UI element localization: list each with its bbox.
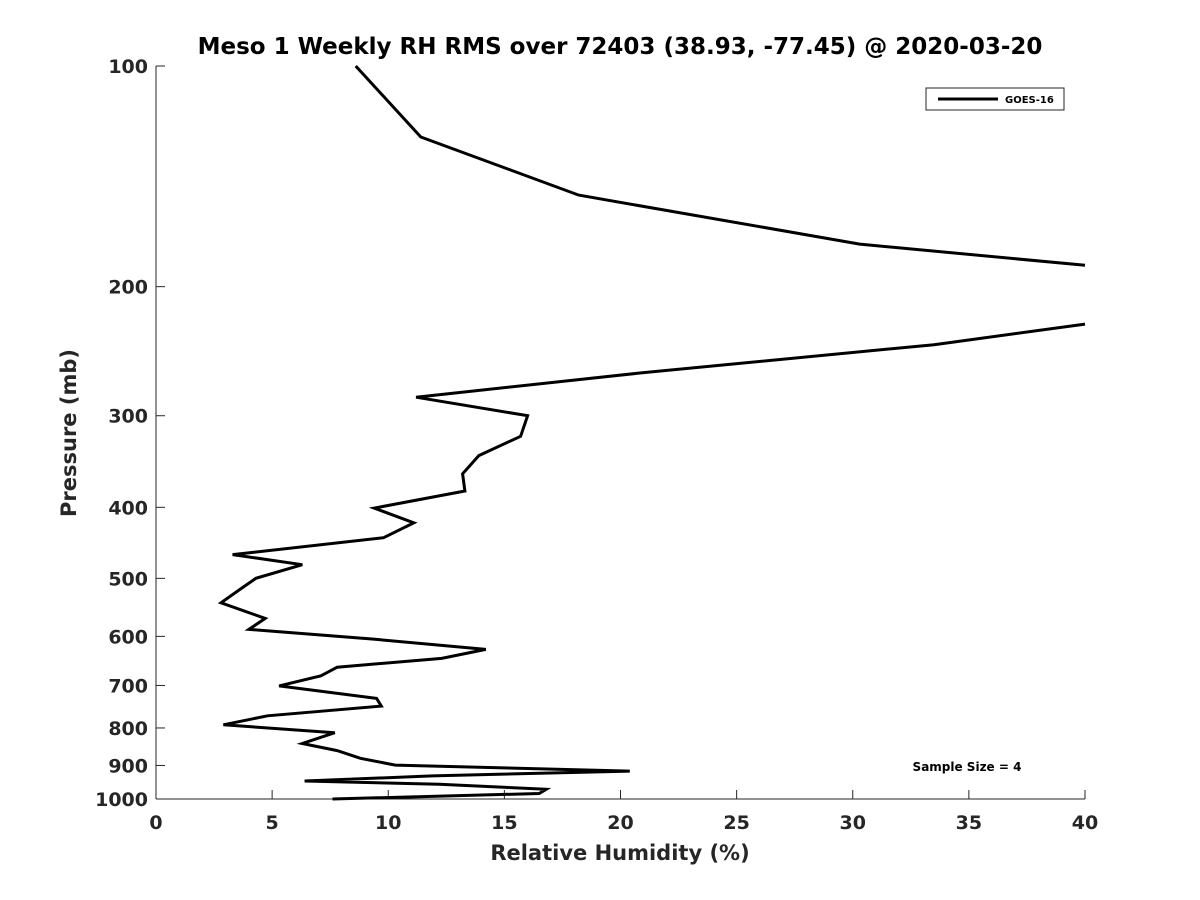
x-axis-label: Relative Humidity (%) bbox=[490, 841, 749, 865]
y-tick-label: 600 bbox=[108, 626, 148, 648]
y-tick-label: 800 bbox=[108, 718, 148, 740]
y-tick-label: 700 bbox=[108, 675, 148, 697]
chart-title: Meso 1 Weekly RH RMS over 72403 (38.93, … bbox=[198, 34, 1043, 60]
plot-area: 0 5 10 15 20 25 30 35 40 100 200 300 400 500 600 700 800… bbox=[95, 56, 1098, 834]
y-tick-label: 1000 bbox=[95, 789, 148, 811]
x-tick-label: 40 bbox=[1072, 812, 1098, 834]
x-tick-label: 35 bbox=[956, 812, 982, 834]
x-tick-label: 5 bbox=[266, 812, 279, 834]
y-tick-label: 200 bbox=[108, 277, 148, 299]
y-axis-label: Pressure (mb) bbox=[57, 349, 81, 517]
legend: GOES-16 bbox=[925, 87, 1065, 111]
x-tick-label: 10 bbox=[375, 812, 401, 834]
x-tick-label: 25 bbox=[723, 812, 749, 834]
y-tick-label: 400 bbox=[108, 497, 148, 519]
x-tick-label: 30 bbox=[840, 812, 866, 834]
y-tick-label: 900 bbox=[108, 755, 148, 777]
x-tick-label: 20 bbox=[607, 812, 633, 834]
y-tick-label: 500 bbox=[108, 568, 148, 590]
series-line bbox=[217, 322, 1086, 801]
y-tick-label: 300 bbox=[108, 406, 148, 428]
x-tick-label: 0 bbox=[149, 812, 162, 834]
x-tick-label: 15 bbox=[491, 812, 517, 834]
sample-size-annotation: Sample Size = 4 bbox=[913, 760, 1022, 774]
legend-label: GOES-16 bbox=[1005, 95, 1054, 106]
series-line bbox=[354, 64, 1086, 267]
y-tick-label: 100 bbox=[108, 56, 148, 78]
